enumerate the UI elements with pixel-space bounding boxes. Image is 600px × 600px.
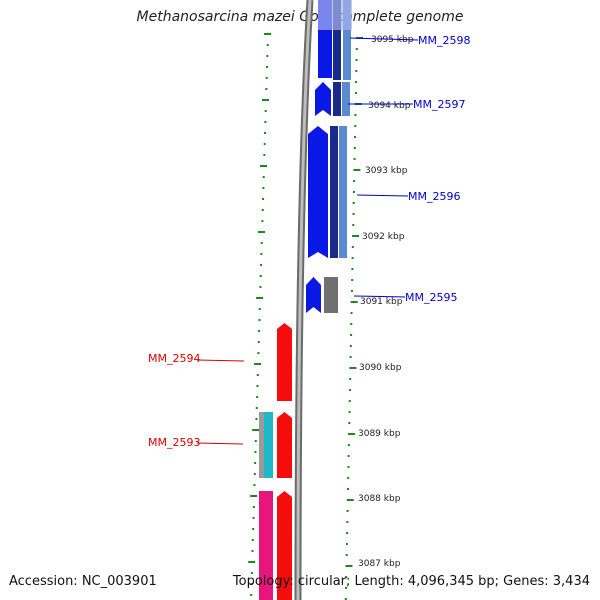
gene-block-MM_2597-light [342, 82, 350, 116]
gene-block-MM_2598-light [343, 0, 351, 80]
gene-block-magenta [259, 491, 273, 600]
kbp-label: 3091 kbp [360, 297, 403, 307]
map-title: Methanosarcina mazei Go1, complete genom… [136, 9, 464, 25]
leader-line-MM_2594 [196, 359, 245, 362]
kbp-label: 3095 kbp [371, 35, 414, 45]
genome-summary: Topology: circular; Length: 4,096,345 bp… [232, 574, 590, 589]
gene-label-MM_2594: MM_2594 [148, 352, 200, 365]
kbp-label: 3092 kbp [362, 232, 405, 242]
gene-block-MM_2596-light [339, 126, 347, 258]
outer-tick-ring [248, 33, 271, 596]
gene-block-reverse-lower [277, 491, 292, 600]
kbp-label: 3094 kbp [368, 101, 411, 111]
gene-label-MM_2598: MM_2598 [418, 34, 470, 47]
gene-block-MM_2598-dark [333, 0, 341, 80]
accession-text: Accession: NC_003901 [9, 574, 157, 589]
kbp-label: 3087 kbp [358, 559, 401, 569]
kbp-label: 3090 kbp [359, 363, 402, 373]
leader-line-MM_2595 [353, 295, 406, 298]
gene-label-MM_2597: MM_2597 [413, 98, 465, 111]
gene-block-MM_2598-fade [318, 0, 352, 30]
leader-line-MM_2593 [196, 442, 244, 445]
gene-block-MM_2595 [306, 277, 321, 313]
kbp-label: 3093 kbp [365, 166, 408, 176]
leader-line-MM_2596 [356, 194, 409, 197]
gene-label-MM_2595: MM_2595 [405, 291, 457, 304]
inner-tick-ring [344, 37, 363, 600]
gene-block-MM_2596 [308, 126, 328, 258]
gene-block-MM_2593-grey [259, 412, 264, 478]
gene-block-MM_2593 [277, 412, 292, 478]
leader-line-MM_2598 [349, 37, 419, 41]
backbone-arc [296, 0, 312, 600]
gene-block-MM_2596-dark [330, 126, 338, 258]
gene-block-MM_2597-dark [333, 82, 341, 116]
gene-label-MM_2596: MM_2596 [408, 190, 460, 203]
gene-block-MM_2597 [315, 82, 331, 116]
kbp-label: 3088 kbp [358, 494, 401, 504]
gene-block-MM_2593-cyan [264, 412, 273, 478]
kbp-label: 3089 kbp [358, 429, 401, 439]
gene-block-MM_2595-grey [324, 277, 338, 313]
gene-label-MM_2593: MM_2593 [148, 436, 200, 449]
gene-block-MM_2594 [277, 323, 292, 401]
